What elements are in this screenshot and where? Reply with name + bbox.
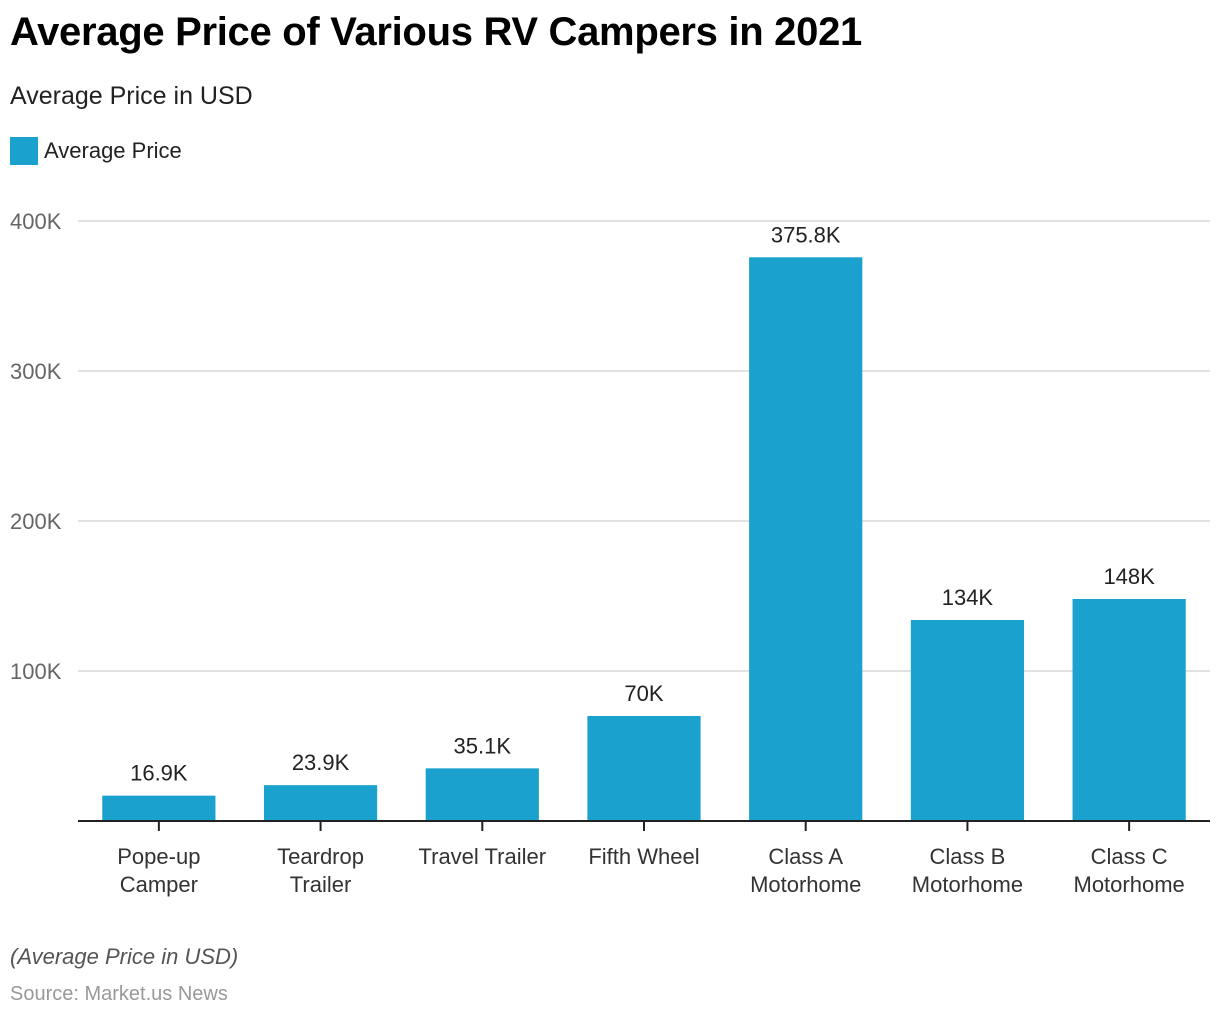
- bar: [425, 768, 539, 821]
- value-label: 70K: [624, 681, 663, 706]
- value-label: 375.8K: [771, 222, 841, 247]
- x-tick-label: Motorhome: [750, 872, 861, 897]
- value-label: 23.9K: [292, 750, 350, 775]
- x-tick-label: Class A: [768, 844, 843, 869]
- bars: [102, 257, 1186, 821]
- value-labels: 16.9K 23.9K 35.1K 70K 375.8K 134K 148K: [130, 222, 1155, 785]
- x-tick-label: Class B: [930, 844, 1006, 869]
- bar: [1072, 599, 1186, 821]
- gridlines: [78, 220, 1210, 672]
- value-label: 16.9K: [130, 761, 188, 786]
- bar: [749, 257, 863, 821]
- legend: Average Price: [10, 137, 182, 165]
- x-tick-label: Teardrop: [277, 844, 364, 869]
- y-tick-label: 400K: [10, 209, 62, 234]
- value-label: 134K: [942, 585, 994, 610]
- x-tick-label: Class C: [1091, 844, 1168, 869]
- bar: [587, 716, 701, 821]
- x-tick-label: Travel Trailer: [419, 844, 547, 869]
- source-text: Source: Market.us News: [10, 983, 228, 1005]
- x-tick-label: Motorhome: [912, 872, 1023, 897]
- y-tick-label: 200K: [10, 509, 62, 534]
- y-tick-label: 100K: [10, 659, 62, 684]
- value-label: 35.1K: [454, 733, 512, 758]
- bar: [102, 795, 216, 821]
- legend-swatch: [10, 137, 38, 165]
- value-label: 148K: [1103, 564, 1155, 589]
- chart-subtitle: Average Price in USD: [10, 82, 253, 110]
- x-axis: Pope-up Camper Teardrop Trailer Travel Trail…: [78, 820, 1210, 897]
- x-tick-label: Camper: [120, 872, 198, 897]
- legend-label: Average Price: [44, 138, 182, 163]
- bar: [263, 785, 378, 821]
- y-tick-label: 300K: [10, 359, 62, 384]
- y-axis-ticks: 100K 200K 300K 400K: [10, 209, 62, 684]
- x-tick-label: Trailer: [290, 872, 352, 897]
- x-tick-label: Pope-up: [117, 844, 200, 869]
- x-tick-label: Motorhome: [1074, 872, 1185, 897]
- bar: [910, 620, 1025, 821]
- x-tick-label: Fifth Wheel: [588, 844, 699, 869]
- chart-title: Average Price of Various RV Campers in 2…: [10, 10, 862, 54]
- footnote: (Average Price in USD): [10, 944, 239, 969]
